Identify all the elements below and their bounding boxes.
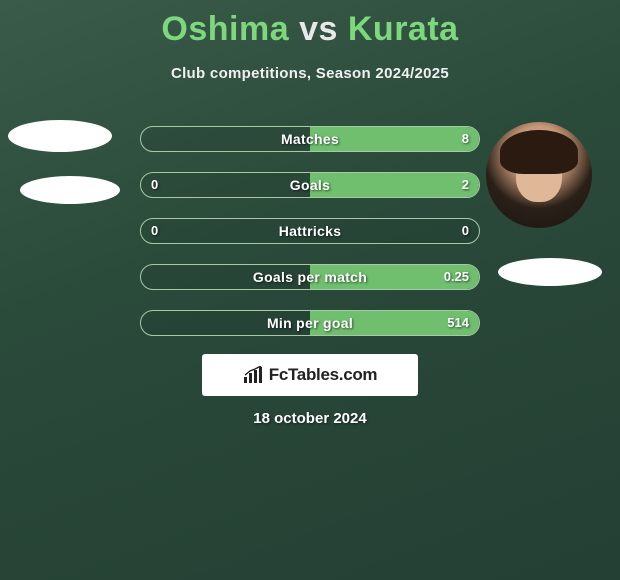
stat-label: Goals xyxy=(141,173,479,197)
stat-row-min-per-goal: Min per goal 514 xyxy=(140,310,480,336)
snapshot-date: 18 october 2024 xyxy=(0,410,620,427)
player2-name-placeholder xyxy=(498,258,602,286)
vs-label: vs xyxy=(299,10,338,48)
stat-row-goals: 0 Goals 2 xyxy=(140,172,480,198)
stat-value-right: 2 xyxy=(462,173,469,197)
player1-name: Oshima xyxy=(161,10,289,48)
stat-label: Goals per match xyxy=(141,265,479,289)
player2-name: Kurata xyxy=(348,10,459,48)
stat-label: Matches xyxy=(141,127,479,151)
stat-label: Min per goal xyxy=(141,311,479,335)
stats-container: Matches 8 0 Goals 2 0 Hattricks 0 Goals … xyxy=(140,126,480,356)
stat-label: Hattricks xyxy=(141,219,479,243)
bar-chart-icon xyxy=(243,366,265,384)
player1-name-placeholder xyxy=(20,176,120,204)
player1-avatar-placeholder xyxy=(8,120,112,152)
stat-value-right: 0.25 xyxy=(444,265,469,289)
brand-text: FcTables.com xyxy=(269,365,378,385)
brand-badge[interactable]: FcTables.com xyxy=(202,354,418,396)
stat-row-goals-per-match: Goals per match 0.25 xyxy=(140,264,480,290)
stat-row-hattricks: 0 Hattricks 0 xyxy=(140,218,480,244)
stat-value-right: 514 xyxy=(447,311,469,335)
comparison-title: Oshima vs Kurata xyxy=(0,0,620,49)
subtitle: Club competitions, Season 2024/2025 xyxy=(0,65,620,82)
stat-value-right: 0 xyxy=(462,219,469,243)
player2-avatar xyxy=(486,122,592,228)
stat-value-right: 8 xyxy=(462,127,469,151)
stat-row-matches: Matches 8 xyxy=(140,126,480,152)
